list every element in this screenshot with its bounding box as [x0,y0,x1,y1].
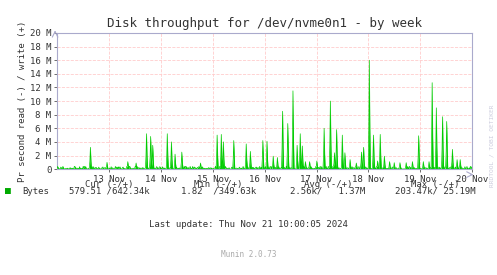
Text: Munin 2.0.73: Munin 2.0.73 [221,250,276,259]
Text: Last update: Thu Nov 21 10:00:05 2024: Last update: Thu Nov 21 10:00:05 2024 [149,220,348,229]
Text: 2.56k/   1.37M: 2.56k/ 1.37M [290,187,366,196]
Text: 1.82  /349.63k: 1.82 /349.63k [181,187,256,196]
Y-axis label: Pr second read (-) / write (+): Pr second read (-) / write (+) [18,20,27,182]
Text: Max (-/+): Max (-/+) [411,180,459,189]
Text: ■: ■ [5,186,11,196]
Text: RRDTOOL / TOBI OETIKER: RRDTOOL / TOBI OETIKER [490,104,495,187]
Text: Bytes: Bytes [22,187,49,196]
Text: 203.47k/ 25.19M: 203.47k/ 25.19M [395,187,475,196]
Text: Min (-/+): Min (-/+) [194,180,243,189]
Title: Disk throughput for /dev/nvme0n1 - by week: Disk throughput for /dev/nvme0n1 - by we… [107,17,422,31]
Text: Avg (-/+): Avg (-/+) [304,180,352,189]
Text: Cur (-/+): Cur (-/+) [85,180,134,189]
Text: 579.51 /642.34k: 579.51 /642.34k [69,187,150,196]
